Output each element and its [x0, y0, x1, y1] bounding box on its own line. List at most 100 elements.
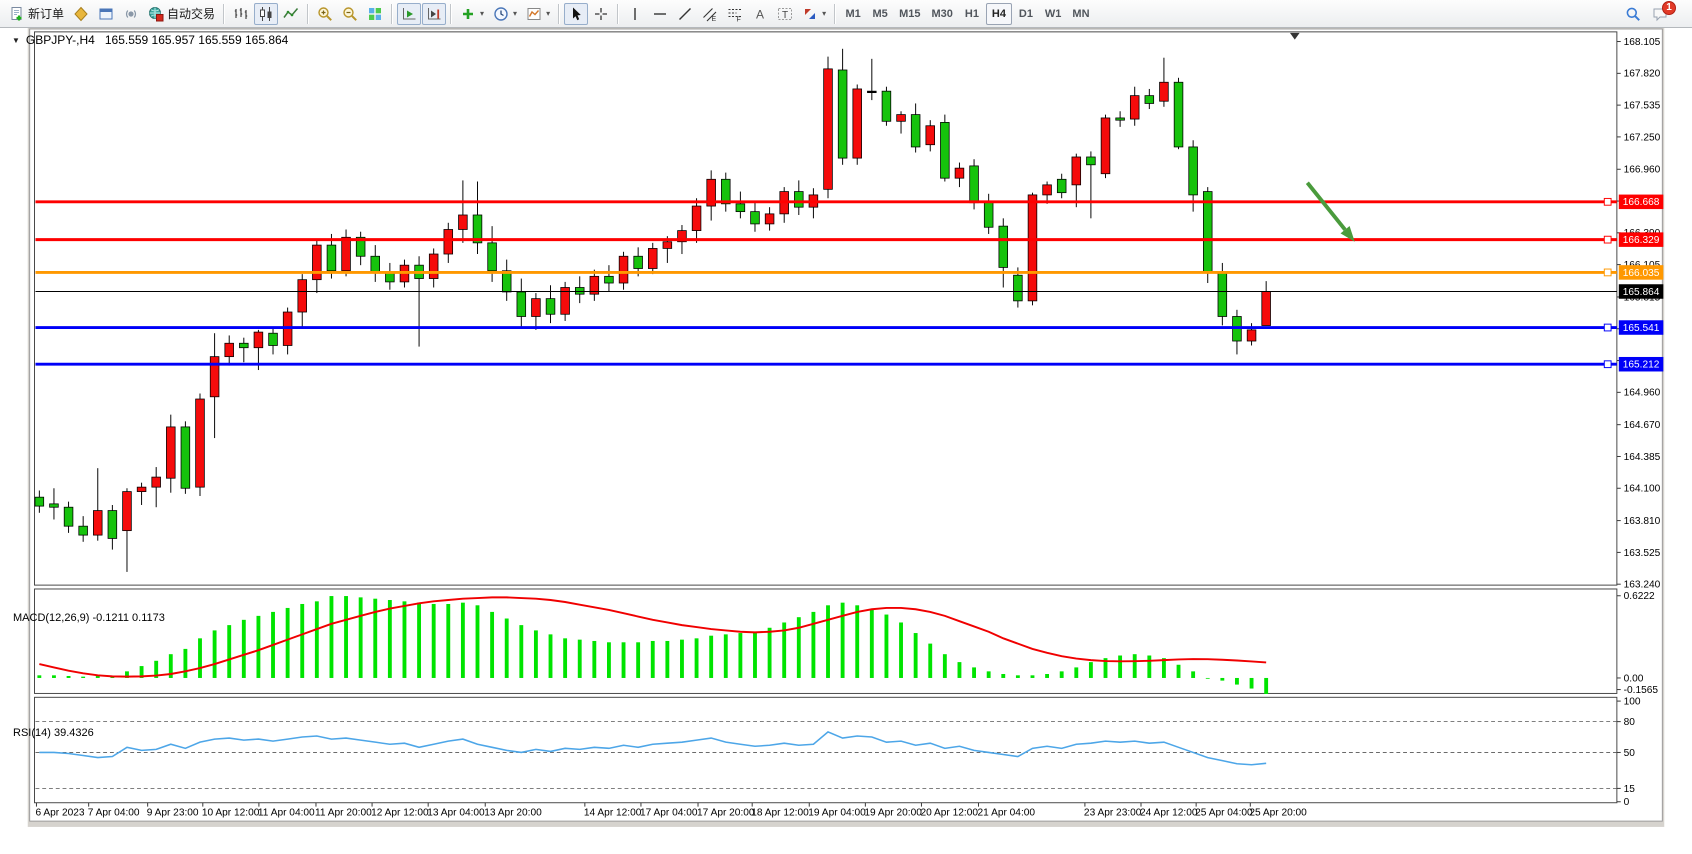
rsi-tick-label: 50	[1624, 748, 1636, 759]
search-button[interactable]	[1620, 3, 1646, 25]
horizontal-line-icon	[652, 6, 668, 22]
indicators-dropdown-arrow-icon[interactable]: ▾	[480, 9, 485, 18]
text-label-icon: T	[777, 6, 793, 22]
auto-scroll-button[interactable]	[397, 2, 422, 25]
hline-handle[interactable]	[1603, 360, 1612, 369]
timeframe-button-W1[interactable]: W1	[1044, 7, 1062, 20]
templates-button[interactable]: ▾	[522, 3, 554, 25]
arrows-dropdown-arrow-icon[interactable]: ▾	[822, 9, 827, 18]
chart-caption: ▼ GBPJPY-,H4 165.559 165.957 165.559 165…	[12, 33, 288, 47]
hline-handle[interactable]	[1603, 268, 1612, 277]
crosshair-button[interactable]	[589, 3, 613, 25]
hline-handle[interactable]	[1603, 235, 1612, 244]
data-window-button[interactable]	[94, 3, 118, 25]
timeframe-button-H4[interactable]: H4	[985, 2, 1012, 25]
signals-button[interactable]	[119, 3, 143, 25]
price-tag-label: 166.668	[1623, 197, 1660, 208]
price-tag	[1618, 194, 1664, 210]
zoom-in-button[interactable]	[313, 3, 337, 25]
market-watch-button[interactable]	[69, 3, 93, 25]
rsi-tick-label: 0	[1624, 797, 1630, 808]
price-tag-label: 165.864	[1623, 287, 1660, 298]
time-tick-label: 12 Apr 12:00	[371, 807, 429, 818]
time-tick-label: 17 Apr 20:00	[697, 807, 755, 818]
rsi-indicator-label: RSI(14) 39.4326	[13, 727, 94, 739]
svg-text:E: E	[712, 16, 717, 22]
arrows-icon	[802, 6, 818, 22]
auto-trading-button[interactable]: 自动交易	[144, 3, 219, 25]
new-order-button[interactable]: 新订单	[5, 3, 68, 25]
vertical-line-button[interactable]	[623, 3, 647, 25]
arrow-object[interactable]	[1305, 181, 1355, 242]
time-tick-label: 13 Apr 20:00	[484, 807, 542, 818]
timeframe-button-M30[interactable]: M30	[931, 7, 953, 20]
bar-chart-icon	[233, 6, 249, 22]
svg-text:T: T	[782, 10, 788, 21]
chart-caption-dropdown-icon[interactable]: ▼	[12, 35, 20, 45]
trendline-button[interactable]	[673, 3, 697, 25]
time-tick-label: 7 Apr 04:00	[88, 807, 140, 818]
market-watch-icon	[73, 6, 89, 22]
line-chart-button[interactable]	[279, 3, 303, 25]
fibonacci-button[interactable]: F	[723, 3, 747, 25]
notifications-button[interactable]: 1	[1647, 0, 1676, 25]
price-tick-label: 167.250	[1624, 132, 1661, 143]
auto-trading-icon	[148, 6, 164, 22]
toolbar-separator	[223, 3, 226, 24]
timeframe-button-M1[interactable]: M1	[845, 7, 861, 20]
chart-shift-marker-icon[interactable]	[1289, 32, 1300, 40]
timeframe-button-H1[interactable]: H1	[964, 7, 979, 20]
new-order-label: 新订单	[28, 7, 65, 21]
candle-chart-button[interactable]	[254, 2, 279, 25]
time-tick-label: 23 Apr 23:00	[1084, 807, 1142, 818]
price-tag-label: 165.541	[1623, 323, 1660, 334]
macd-indicator-label: MACD(12,26,9) -0.1211 0.1173	[13, 612, 165, 624]
zoom-out-button[interactable]	[338, 3, 362, 25]
time-tick-label: 18 Apr 12:00	[751, 807, 809, 818]
periods-button[interactable]: ▾	[489, 3, 521, 25]
price-tick-label: 164.100	[1624, 484, 1661, 495]
cursor-button[interactable]	[564, 2, 589, 25]
time-tick-label: 20 Apr 12:00	[920, 807, 978, 818]
chart-window: 168.105 167.820 167.535 167.250 166.960 166.6…	[0, 28, 1692, 854]
hline-handle[interactable]	[1603, 197, 1612, 206]
bar-chart-button[interactable]	[229, 3, 253, 25]
time-tick-label: 21 Apr 04:00	[978, 807, 1036, 818]
chart-canvas[interactable]: 168.105 167.820 167.535 167.250 166.960 166.6…	[0, 28, 1692, 854]
time-tick-label: 25 Apr 20:00	[1249, 807, 1307, 818]
macd-panel	[37, 596, 1269, 694]
timeframe-button-MN[interactable]: MN	[1072, 7, 1090, 20]
auto-scroll-icon	[401, 6, 417, 22]
toolbar-separator	[391, 3, 394, 24]
rsi-panel	[39, 731, 1267, 766]
crosshair-icon	[593, 6, 609, 22]
cursor-icon	[568, 6, 584, 22]
time-tick-label: 10 Apr 12:00	[202, 807, 260, 818]
chart-shift-button[interactable]	[422, 2, 447, 25]
time-axis[interactable]	[35, 802, 1251, 807]
equidistant-channel-button[interactable]: E	[698, 3, 722, 25]
time-tick-label: 11 Apr 04:00	[258, 807, 315, 818]
svg-text:A: A	[756, 7, 764, 21]
price-tick-label: 164.960	[1624, 388, 1661, 399]
horizontal-line-button[interactable]	[648, 3, 672, 25]
trendline-icon	[677, 6, 693, 22]
price-tag	[1618, 284, 1664, 299]
timeframe-button-M5[interactable]: M5	[872, 7, 888, 20]
time-tick-label: 11 Apr 20:00	[315, 807, 372, 818]
timeframe-button-M15[interactable]: M15	[899, 7, 921, 20]
text-label-button[interactable]: T	[773, 3, 797, 25]
price-tick-label: 163.810	[1624, 516, 1661, 527]
price-tag	[1618, 320, 1664, 335]
rsi-tick-label: 80	[1624, 717, 1636, 728]
timeframe-button-D1[interactable]: D1	[1018, 7, 1033, 20]
time-tick-label: 25 Apr 04:00	[1195, 807, 1253, 818]
templates-dropdown-arrow-icon[interactable]: ▾	[546, 9, 551, 18]
text-button[interactable]: A	[748, 3, 772, 25]
hline-handle[interactable]	[1603, 323, 1612, 332]
tile-windows-icon	[367, 6, 383, 22]
arrows-button[interactable]: ▾	[798, 3, 830, 25]
periods-dropdown-arrow-icon[interactable]: ▾	[513, 9, 518, 18]
tile-windows-button[interactable]	[363, 3, 387, 25]
indicators-button[interactable]: ▾	[456, 3, 488, 25]
